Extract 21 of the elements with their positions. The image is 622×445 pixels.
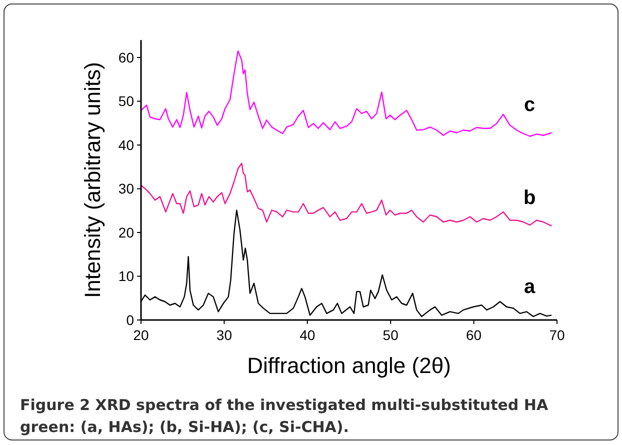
y-tick-label: 10 xyxy=(118,268,134,284)
y-tick-label: 20 xyxy=(118,224,134,240)
line-series xyxy=(140,162,552,227)
x-tick-label: 70 xyxy=(549,327,565,343)
line-series xyxy=(140,50,552,137)
y-tick-label: 0 xyxy=(126,312,134,328)
x-tick-label: 40 xyxy=(300,327,316,343)
x-tick-label: 50 xyxy=(382,327,399,343)
x-tick-label: 60 xyxy=(466,327,482,343)
caption: Figure 2 XRD spectra of the investigated multi-substituted HA green: (a, HAs); (b, Si-HA); (c, Si-CHA). xyxy=(20,396,548,436)
series-label: b xyxy=(523,186,536,209)
x-axis-title: Diffraction angle (2θ) xyxy=(247,353,451,378)
y-tick-label: 60 xyxy=(118,49,134,66)
y-axis-title: Intensity (arbitrary units) xyxy=(80,62,105,298)
y-tick-label: 30 xyxy=(118,180,134,197)
y-tick-label: 40 xyxy=(118,136,134,153)
x-tick-label: 20 xyxy=(133,327,149,343)
series-label: c xyxy=(524,94,536,116)
series-label: a xyxy=(524,276,536,298)
x-tick-label: 30 xyxy=(216,327,232,343)
y-tick-label: 50 xyxy=(118,93,134,110)
